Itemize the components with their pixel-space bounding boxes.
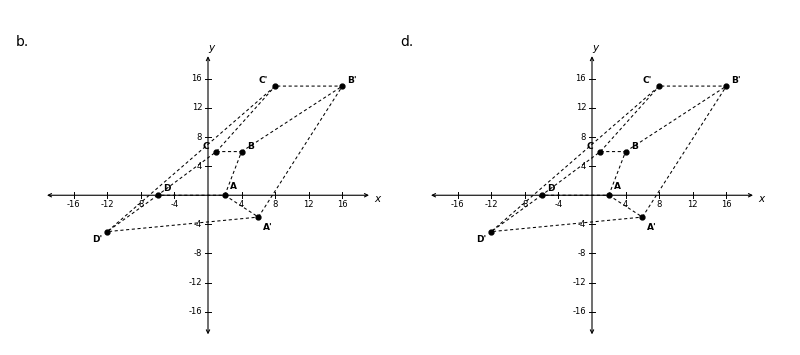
Text: -8: -8: [578, 249, 586, 258]
Text: C: C: [586, 142, 593, 151]
Text: y: y: [208, 43, 214, 53]
Text: D: D: [546, 184, 554, 193]
Text: 12: 12: [192, 103, 202, 113]
Text: A': A': [647, 223, 657, 232]
Text: B: B: [246, 142, 254, 151]
Text: C: C: [202, 142, 209, 151]
Text: D': D': [92, 235, 102, 244]
Text: 8: 8: [581, 132, 586, 142]
Text: 16: 16: [721, 200, 732, 209]
Text: C': C': [258, 76, 268, 85]
Text: B': B': [347, 76, 357, 85]
Text: A: A: [230, 182, 237, 191]
Text: y: y: [592, 43, 598, 53]
Text: -8: -8: [521, 200, 529, 209]
Text: 8: 8: [197, 132, 202, 142]
Text: 4: 4: [197, 162, 202, 171]
Text: 4: 4: [239, 200, 244, 209]
Text: -4: -4: [194, 220, 202, 229]
Text: C': C': [642, 76, 652, 85]
Text: -8: -8: [194, 249, 202, 258]
Text: D': D': [476, 235, 486, 244]
Text: B: B: [630, 142, 638, 151]
Text: 8: 8: [273, 200, 278, 209]
Text: 12: 12: [687, 200, 698, 209]
Text: 12: 12: [576, 103, 586, 113]
Text: D: D: [162, 184, 170, 193]
Text: B': B': [731, 76, 741, 85]
Text: -16: -16: [189, 307, 202, 316]
Text: 16: 16: [575, 74, 586, 83]
Text: -4: -4: [170, 200, 178, 209]
Text: 8: 8: [657, 200, 662, 209]
Text: A': A': [263, 223, 273, 232]
Text: d.: d.: [400, 36, 414, 49]
Text: A: A: [614, 182, 621, 191]
Text: 12: 12: [303, 200, 314, 209]
Text: x: x: [374, 194, 381, 204]
Text: 4: 4: [623, 200, 628, 209]
Text: -12: -12: [101, 200, 114, 209]
Text: -8: -8: [137, 200, 145, 209]
Text: -16: -16: [573, 307, 586, 316]
Text: -4: -4: [578, 220, 586, 229]
Text: -16: -16: [450, 200, 465, 209]
Text: -12: -12: [573, 278, 586, 287]
Text: 4: 4: [581, 162, 586, 171]
Text: 16: 16: [337, 200, 348, 209]
Text: -16: -16: [66, 200, 81, 209]
Text: b.: b.: [16, 36, 30, 49]
Text: -4: -4: [554, 200, 562, 209]
Text: -12: -12: [485, 200, 498, 209]
Text: -12: -12: [189, 278, 202, 287]
Text: x: x: [758, 194, 765, 204]
Text: 16: 16: [191, 74, 202, 83]
